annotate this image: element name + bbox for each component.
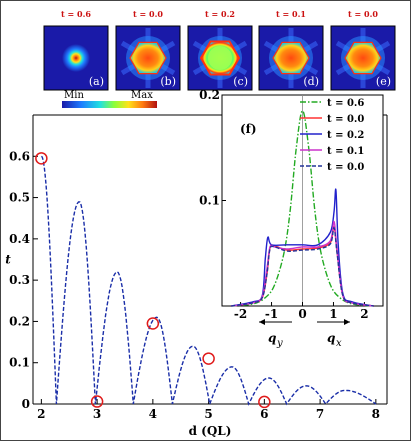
insets: t = 0.6 (a) t = 0.0 (b) t = 0.2 (c) t = 0.1 (d)… [43, 9, 396, 91]
colorbar-min-label: Min [64, 90, 84, 101]
inset-x-tick-label: -1 [265, 307, 278, 321]
main-x-tick-label: 2 [37, 407, 45, 421]
inset-x-tick-label: 0 [298, 307, 306, 321]
main-marker [35, 152, 48, 165]
inset-x-tick-label: 1 [329, 307, 337, 321]
legend-label: t = 0.0 [327, 162, 364, 173]
colorbar-max-label: Max [131, 90, 153, 101]
main-x-tick-label: 3 [93, 407, 101, 421]
main-x-tick-label: 4 [149, 407, 157, 421]
main-y-tick-label: 0.5 [9, 191, 30, 205]
qx-label: q [327, 331, 335, 345]
main-marker [146, 317, 160, 330]
inset-hexagon [344, 41, 382, 75]
inset-ring-core [208, 46, 232, 70]
inset-time-label: t = 0.0 [348, 9, 378, 19]
qy-label: q [268, 331, 276, 345]
inset-3: t = 0.1 (d) [258, 9, 324, 91]
main-x-tick-label: 5 [204, 407, 212, 421]
inset-background [43, 25, 109, 91]
inset-2: t = 0.2 (c) [187, 9, 253, 91]
inset-plot-f: -2 -1 0 1 2 0.1 0.2 t = 0.6 t = 0.0 t = 0.2 t = 0.… [199, 88, 384, 349]
qy-subscript: y [276, 338, 283, 349]
inset-hexagon [272, 41, 310, 75]
inset-time-label: t = 0.2 [205, 9, 235, 19]
legend-label: t = 0.6 [327, 98, 364, 109]
main-y-tick-label: 0.4 [9, 232, 30, 246]
inset-panel-label: (a) [89, 75, 104, 88]
inset-4: t = 0.0 (e) [330, 9, 396, 91]
inset-panel-label: (d) [303, 75, 319, 88]
qx-arrow-head [344, 319, 350, 325]
inset-series-line-3 [231, 220, 374, 307]
inset-time-label: t = 0.6 [61, 9, 91, 19]
main-y-axis-label: t [5, 253, 11, 267]
main-y-tick-label: 0.6 [9, 149, 30, 163]
inset-panel-label: (e) [376, 75, 391, 88]
main-marker [90, 395, 104, 408]
main-x-tick-label: 6 [260, 407, 268, 421]
inset-0: t = 0.6 (a) [43, 9, 109, 91]
inset-series-line-4 [231, 227, 374, 307]
main-y-tick-label: 0.3 [9, 273, 30, 287]
inset-series-line-0 [231, 110, 374, 307]
legend-label: t = 0.0 [327, 114, 364, 125]
inset-time-label: t = 0.1 [276, 9, 306, 19]
inset-panel-label: (b) [160, 75, 176, 88]
inset-x-tick-label: -2 [234, 307, 247, 321]
inset-time-label: t = 0.0 [133, 9, 163, 19]
main-y-tick-label: 0.1 [9, 356, 30, 370]
colorbar-gradient [62, 101, 157, 108]
qx-subscript: x [336, 338, 342, 349]
main-y-tick-label: 0 [22, 397, 30, 411]
main-x-tick-label: 8 [372, 407, 380, 421]
main-series-line [41, 155, 377, 407]
main-y-tick-label: 0.2 [9, 314, 30, 328]
main-x-axis-label: d (QL) [189, 424, 232, 438]
main-marker [202, 352, 215, 365]
inset-series-line-2 [231, 188, 374, 307]
inset-x-tick-label: 2 [360, 307, 368, 321]
legend-label: t = 0.2 [327, 130, 364, 141]
qy-arrow-head [259, 319, 265, 325]
inset-panel-label: (f) [240, 122, 257, 136]
colorbar: Min Max [62, 90, 157, 108]
main-marker [258, 395, 271, 409]
inset-spot [62, 44, 90, 72]
legend-label: t = 0.1 [327, 146, 364, 157]
main-x-tick-label: 7 [316, 407, 324, 421]
inset-panel-label: (c) [233, 75, 248, 88]
inset-1: t = 0.0 (b) [115, 9, 181, 91]
inset-y-tick-label: 0.1 [199, 194, 220, 208]
inset-hexagon [129, 41, 167, 75]
inset-y-tick-label: 0.2 [199, 88, 220, 102]
